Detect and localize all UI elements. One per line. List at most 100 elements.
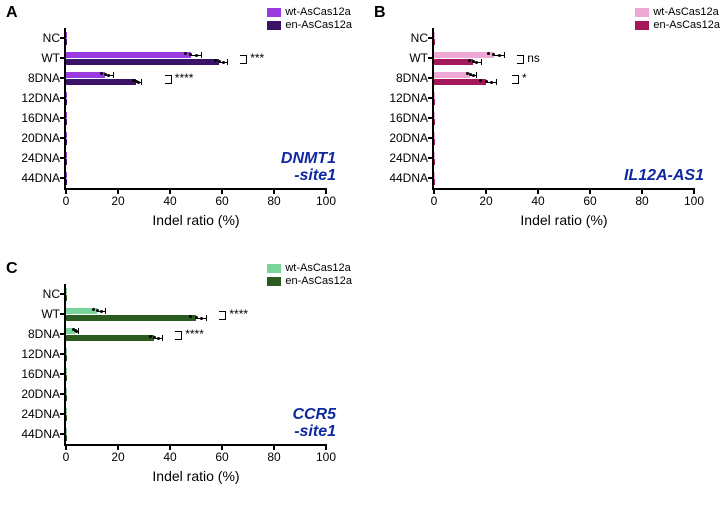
y-category-label: NC bbox=[411, 31, 428, 45]
significance-label: *** bbox=[250, 51, 264, 65]
bar bbox=[66, 388, 67, 394]
significance-bracket bbox=[517, 55, 524, 64]
legend-label: wt-AsCas12a bbox=[285, 6, 350, 19]
x-axis-label: Indel ratio (%) bbox=[152, 468, 239, 484]
error-cap bbox=[496, 79, 497, 85]
error-cap bbox=[476, 72, 477, 78]
bar bbox=[66, 435, 67, 441]
bar bbox=[66, 415, 67, 421]
bar bbox=[66, 92, 67, 98]
bar bbox=[66, 428, 67, 434]
x-tick-label: 100 bbox=[316, 450, 336, 464]
bar bbox=[66, 59, 219, 65]
bar bbox=[66, 395, 67, 401]
data-point bbox=[157, 337, 160, 340]
y-category-label: 24DNA bbox=[21, 151, 60, 165]
bar bbox=[434, 152, 435, 158]
data-point bbox=[490, 81, 493, 84]
x-tick-label: 0 bbox=[431, 194, 438, 208]
error-cap bbox=[201, 52, 202, 58]
bar bbox=[66, 348, 67, 354]
bar bbox=[434, 72, 470, 78]
bar bbox=[66, 132, 67, 138]
bar bbox=[66, 52, 191, 58]
bar bbox=[66, 315, 196, 321]
y-category-label: 20DNA bbox=[21, 387, 60, 401]
significance-label: **** bbox=[229, 307, 248, 321]
y-category-label: 8DNA bbox=[28, 71, 60, 85]
data-point bbox=[195, 54, 198, 57]
data-point bbox=[149, 335, 152, 338]
data-point bbox=[475, 61, 478, 64]
data-point bbox=[100, 72, 103, 75]
y-category-label: 12DNA bbox=[389, 91, 428, 105]
bar bbox=[66, 119, 67, 125]
bar bbox=[66, 408, 67, 414]
data-point bbox=[472, 60, 475, 63]
panel-letter: B bbox=[374, 4, 386, 22]
x-tick-label: 60 bbox=[215, 450, 228, 464]
bar bbox=[66, 159, 67, 165]
x-tick-label: 60 bbox=[583, 194, 596, 208]
x-tick-label: 0 bbox=[63, 194, 70, 208]
legend-swatch bbox=[635, 8, 649, 17]
error-cap bbox=[141, 79, 142, 85]
panel-c: Cwt-AsCas12aen-AsCas12a020406080100Indel… bbox=[6, 260, 356, 500]
x-tick-label: 100 bbox=[316, 194, 336, 208]
plot-area: 020406080100Indel ratio (%)NCWT8DNA12DNA… bbox=[432, 28, 694, 190]
x-axis-label: Indel ratio (%) bbox=[520, 212, 607, 228]
y-category-label: 24DNA bbox=[21, 407, 60, 421]
bar bbox=[434, 32, 435, 38]
legend-item: wt-AsCas12a bbox=[635, 6, 720, 19]
legend-item: wt-AsCas12a bbox=[267, 6, 352, 19]
panel-a: Awt-AsCas12aen-AsCas12a020406080100Indel… bbox=[6, 4, 356, 244]
data-point bbox=[92, 308, 95, 311]
panel-b: Bwt-AsCas12aen-AsCas12a020406080100Indel… bbox=[374, 4, 724, 244]
y-category-label: 8DNA bbox=[28, 327, 60, 341]
data-point bbox=[472, 74, 475, 77]
data-point bbox=[214, 59, 217, 62]
x-axis-label: Indel ratio (%) bbox=[152, 212, 239, 228]
bar bbox=[434, 172, 435, 178]
bar bbox=[66, 39, 67, 45]
error-cap bbox=[481, 59, 482, 65]
data-point bbox=[100, 310, 103, 313]
bar bbox=[66, 288, 67, 294]
significance-label: ns bbox=[527, 51, 540, 65]
significance-label: **** bbox=[185, 327, 204, 341]
data-point bbox=[104, 73, 107, 76]
data-point bbox=[485, 80, 488, 83]
error-cap bbox=[113, 72, 114, 78]
error-cap bbox=[105, 308, 106, 314]
significance-bracket bbox=[175, 331, 182, 340]
data-point bbox=[96, 309, 99, 312]
plot-area: 020406080100Indel ratio (%)NCWT8DNA12DNA… bbox=[64, 284, 326, 446]
data-point bbox=[195, 316, 198, 319]
y-category-label: 16DNA bbox=[389, 111, 428, 125]
x-tick-label: 80 bbox=[267, 450, 280, 464]
x-tick-label: 40 bbox=[531, 194, 544, 208]
data-point bbox=[200, 317, 203, 320]
bar bbox=[434, 39, 435, 45]
bar bbox=[66, 79, 136, 85]
x-tick-label: 40 bbox=[163, 194, 176, 208]
y-category-label: 16DNA bbox=[21, 111, 60, 125]
y-category-label: 44DNA bbox=[21, 427, 60, 441]
y-category-label: 44DNA bbox=[389, 171, 428, 185]
y-category-label: 20DNA bbox=[21, 131, 60, 145]
bar bbox=[66, 152, 67, 158]
bar bbox=[434, 139, 435, 145]
bar bbox=[434, 52, 494, 58]
gene-label: IL12A-AS1 bbox=[624, 167, 704, 184]
error-cap bbox=[162, 335, 163, 341]
x-tick-label: 80 bbox=[267, 194, 280, 208]
bar bbox=[66, 375, 67, 381]
y-category-label: 8DNA bbox=[396, 71, 428, 85]
significance-bracket bbox=[512, 75, 519, 84]
bar bbox=[434, 119, 435, 125]
y-category-label: 16DNA bbox=[21, 367, 60, 381]
y-category-label: 12DNA bbox=[21, 91, 60, 105]
bar bbox=[66, 112, 67, 118]
bar bbox=[66, 179, 67, 185]
x-tick-label: 80 bbox=[635, 194, 648, 208]
